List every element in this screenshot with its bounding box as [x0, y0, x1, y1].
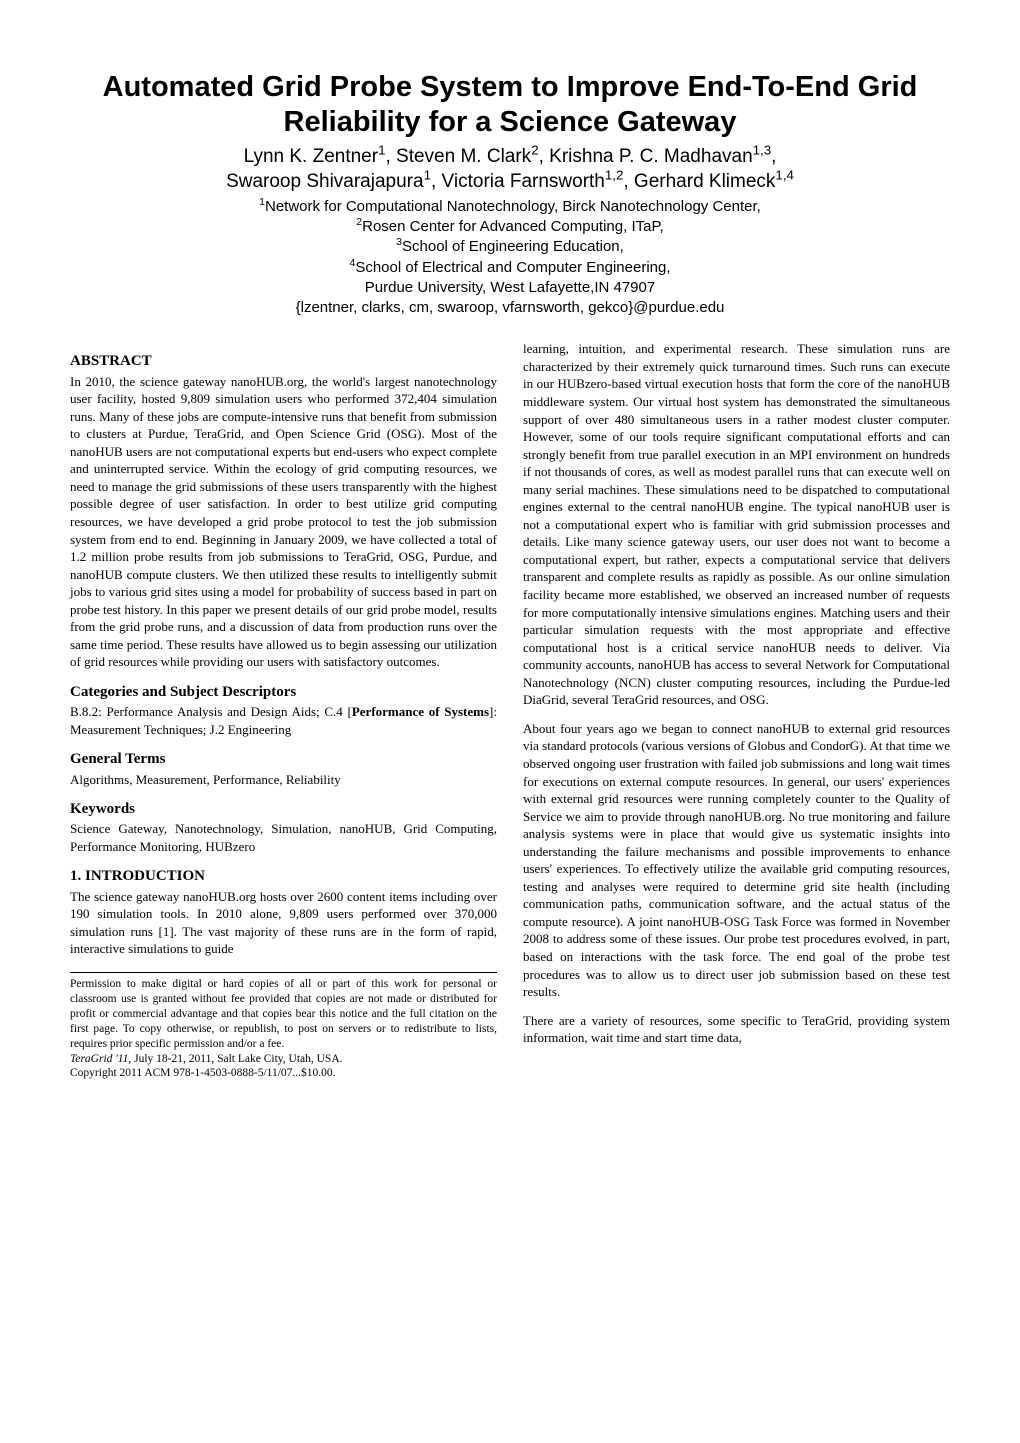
body-paragraph: About four years ago we began to connect… — [523, 720, 950, 1001]
author-name: , Krishna P. C. Madhavan — [539, 146, 753, 167]
permission-box: Permission to make digital or hard copie… — [70, 972, 497, 1082]
general-terms-text: Algorithms, Measurement, Performance, Re… — [70, 771, 497, 789]
affiliation-text: Purdue University, West Lafayette,IN 479… — [365, 279, 655, 296]
author-name: , Steven M. Clark — [385, 146, 531, 167]
general-terms-heading: General Terms — [70, 749, 497, 769]
affiliations-block: 1Network for Computational Nanotechnolog… — [70, 197, 950, 319]
keywords-heading: Keywords — [70, 799, 497, 819]
right-column: learning, intuition, and experimental re… — [523, 340, 950, 1081]
abstract-text: In 2010, the science gateway nanoHUB.org… — [70, 373, 497, 671]
affiliation-text: School of Engineering Education, — [402, 238, 624, 255]
author-name: Swaroop Shivarajapura — [226, 171, 424, 192]
keywords-text: Science Gateway, Nanotechnology, Simulat… — [70, 820, 497, 855]
permission-copyright: Copyright 2011 ACM 978-1-4503-0888-5/11/… — [70, 1066, 497, 1081]
conference-name: TeraGrid '11 — [70, 1053, 128, 1065]
author-name: , Gerhard Klimeck — [623, 171, 775, 192]
paper-title: Automated Grid Probe System to Improve E… — [70, 70, 950, 140]
categories-text-part: B.8.2: Performance Analysis and Design A… — [70, 704, 352, 719]
author-affil-sup: 1,4 — [775, 168, 794, 183]
affiliation-text: Rosen Center for Advanced Computing, ITa… — [362, 218, 664, 235]
categories-heading: Categories and Subject Descriptors — [70, 682, 497, 702]
abstract-heading: ABSTRACT — [70, 351, 497, 371]
author-name: , Victoria Farnsworth — [431, 171, 605, 192]
author-affil-sup: 1,2 — [605, 168, 624, 183]
author-emails: {lzentner, clarks, cm, swaroop, vfarnswo… — [296, 299, 725, 316]
affiliation-text: Network for Computational Nanotechnology… — [265, 198, 761, 215]
body-paragraph: There are a variety of resources, some s… — [523, 1012, 950, 1047]
categories-text: B.8.2: Performance Analysis and Design A… — [70, 703, 497, 738]
left-column: ABSTRACT In 2010, the science gateway na… — [70, 340, 497, 1081]
two-column-layout: ABSTRACT In 2010, the science gateway na… — [70, 340, 950, 1081]
introduction-heading: 1. INTRODUCTION — [70, 866, 497, 886]
introduction-text: The science gateway nanoHUB.org hosts ov… — [70, 888, 497, 958]
author-affil-sup: 1 — [424, 168, 431, 183]
authors-block: Lynn K. Zentner 1, Steven M. Clark2, Kris… — [70, 144, 950, 195]
author-name: Lynn K. Zentner — [244, 146, 378, 167]
permission-conference: TeraGrid '11, July 18-21, 2011, Salt Lak… — [70, 1052, 497, 1067]
author-sep: , — [771, 146, 776, 167]
author-affil-sup: 2 — [531, 142, 538, 157]
body-paragraph: learning, intuition, and experimental re… — [523, 340, 950, 708]
conference-details: , July 18-21, 2011, Salt Lake City, Utah… — [128, 1053, 342, 1065]
permission-text: Permission to make digital or hard copie… — [70, 977, 497, 1052]
author-affil-sup: 1,3 — [753, 142, 772, 157]
affiliation-text: School of Electrical and Computer Engine… — [355, 259, 670, 276]
categories-bold: Performance of Systems — [352, 704, 489, 719]
